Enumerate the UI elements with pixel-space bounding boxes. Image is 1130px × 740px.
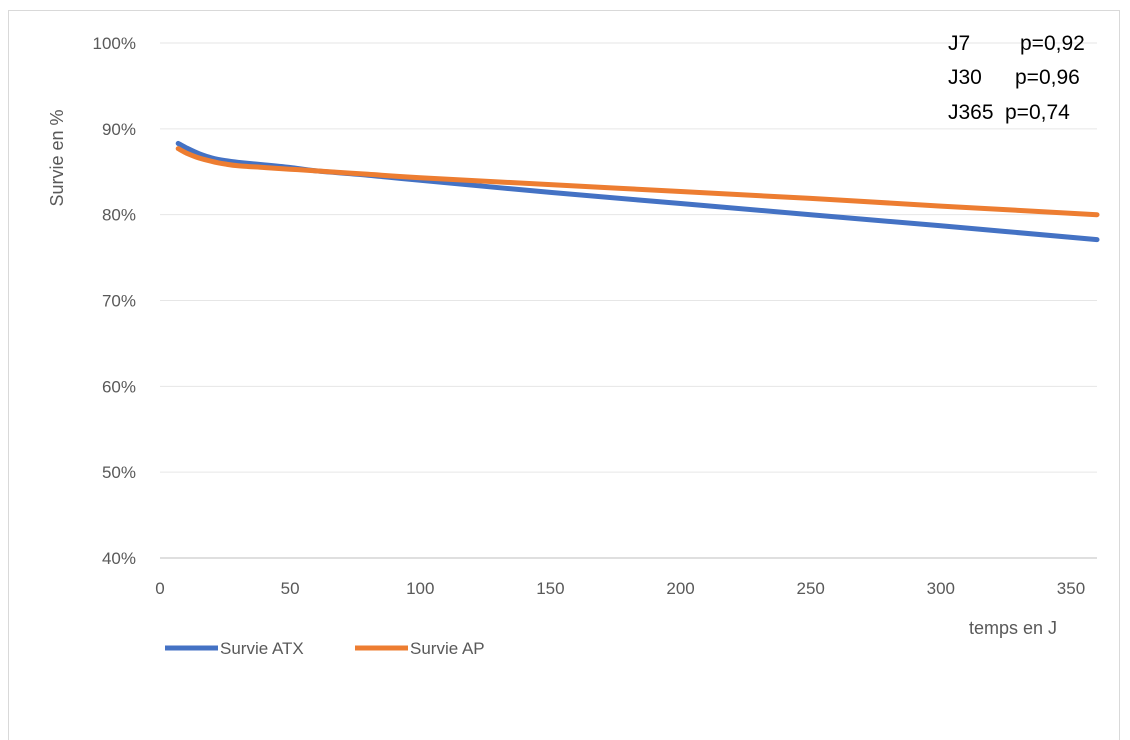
x-tick-label: 250 [797,579,825,598]
y-tick-label: 60% [102,377,136,396]
x-tick-label: 300 [927,579,955,598]
y-axis-title: Survie en % [47,109,67,206]
y-tick-label: 90% [102,120,136,139]
legend-label-survie-ap: Survie AP [410,639,485,658]
x-tick-labels: 0 50 100 150 200 250 300 350 [155,579,1085,598]
y-tick-label: 50% [102,463,136,482]
chart-frame [8,10,1120,740]
x-tick-label: 350 [1057,579,1085,598]
y-tick-label: 80% [102,206,136,225]
y-tick-label: 40% [102,549,136,568]
y-tick-label: 100% [93,34,136,53]
x-tick-label: 150 [536,579,564,598]
gridlines [160,42,1097,559]
x-tick-label: 0 [155,579,164,598]
legend: Survie ATX Survie AP [165,639,485,658]
x-tick-label: 200 [666,579,694,598]
annotation-label-j7: J7 [948,32,970,55]
series-lines [175,140,1100,243]
legend-label-survie-atx: Survie ATX [220,639,304,658]
p-value-annotations: J7 p=0,92 J30 p=0,96 J365 p=0,74 [948,32,1085,124]
annotation-label-j30: J30 [948,66,982,89]
x-tick-label: 100 [406,579,434,598]
annotation-value-j7: p=0,92 [1020,32,1085,55]
annotation-value-j365: p=0,74 [1005,101,1070,124]
x-tick-label: 50 [281,579,300,598]
annotation-label-j365: J365 [948,101,994,124]
y-tick-label: 70% [102,292,136,311]
y-tick-labels: 40% 50% 60% 70% 80% 90% 100% [93,34,136,568]
series-line-survie-ap [175,146,1100,218]
annotation-value-j30: p=0,96 [1015,66,1080,89]
x-axis-title: temps en J [969,618,1057,638]
